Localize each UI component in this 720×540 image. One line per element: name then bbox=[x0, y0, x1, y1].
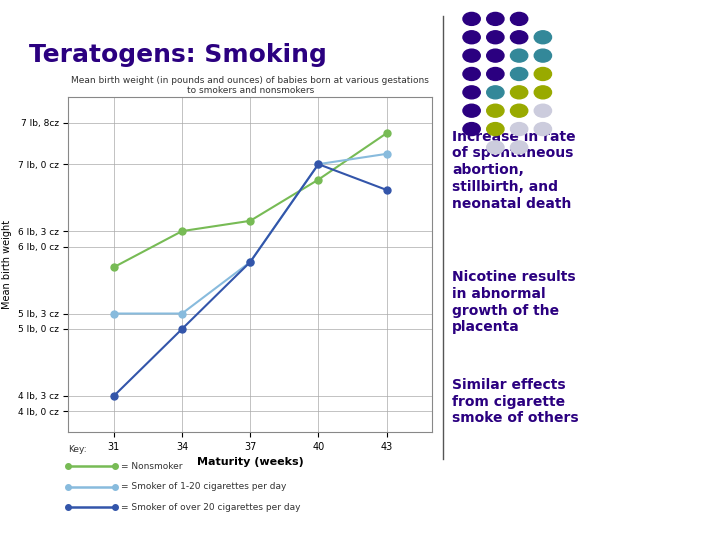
Text: = Nonsmoker: = Nonsmoker bbox=[121, 462, 182, 471]
X-axis label: Maturity (weeks): Maturity (weeks) bbox=[197, 457, 304, 467]
Text: Nicotine results
in abnormal
growth of the
placenta: Nicotine results in abnormal growth of t… bbox=[452, 270, 576, 334]
Text: Teratogens: Smoking: Teratogens: Smoking bbox=[29, 43, 327, 67]
Text: Similar effects
from cigarette
smoke of others: Similar effects from cigarette smoke of … bbox=[452, 378, 579, 426]
Title: Mean birth weight (in pounds and ounces) of babies born at various gestations
to: Mean birth weight (in pounds and ounces)… bbox=[71, 76, 429, 95]
Y-axis label: Mean birth weight: Mean birth weight bbox=[2, 220, 12, 309]
Text: = Smoker of over 20 cigarettes per day: = Smoker of over 20 cigarettes per day bbox=[121, 503, 300, 512]
Text: Key:: Key: bbox=[68, 446, 87, 455]
Text: = Smoker of 1-20 cigarettes per day: = Smoker of 1-20 cigarettes per day bbox=[121, 482, 287, 491]
Text: Increase in rate
of spontaneous
abortion,
stillbirth, and
neonatal death: Increase in rate of spontaneous abortion… bbox=[452, 130, 576, 211]
